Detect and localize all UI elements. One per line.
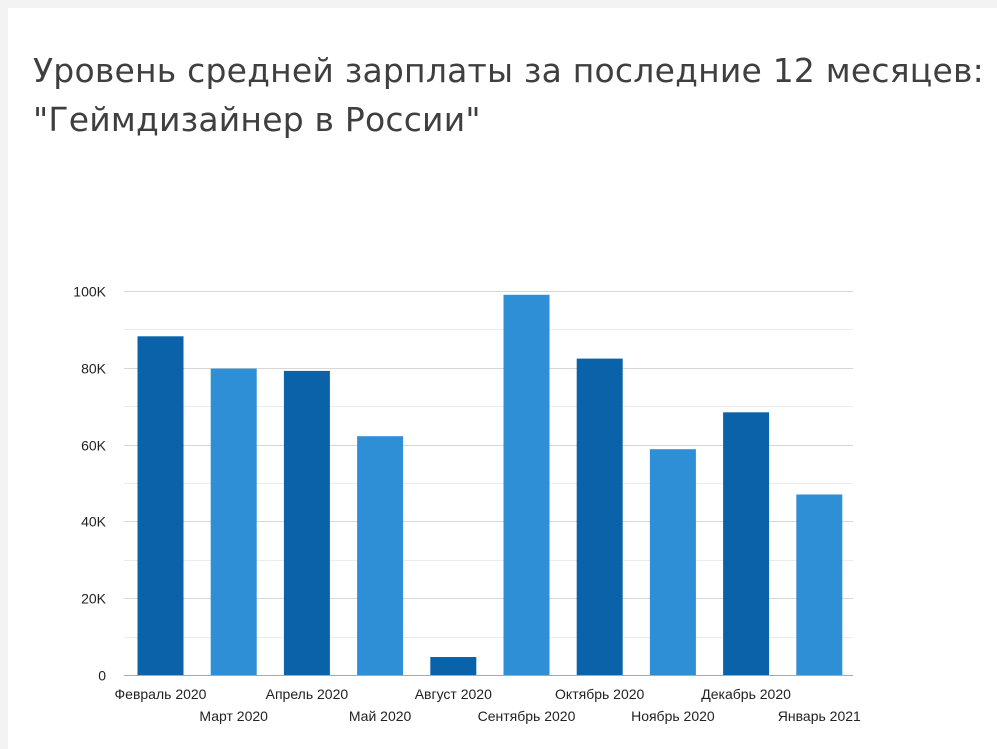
y-tick-label: 100K xyxy=(73,284,106,300)
bar xyxy=(503,294,550,675)
bar xyxy=(283,370,330,675)
y-tick-label: 0 xyxy=(98,668,106,684)
x-tick-label: Апрель 2020 xyxy=(266,686,349,702)
y-tick-label: 80K xyxy=(81,361,107,377)
x-tick-label: Март 2020 xyxy=(199,708,268,724)
bar xyxy=(576,358,623,675)
bar xyxy=(430,657,477,675)
x-tick-label: Май 2020 xyxy=(349,708,412,724)
x-tick-label: Февраль 2020 xyxy=(115,686,207,702)
chart-title-line-2: "Геймдизайнер в России" xyxy=(33,100,481,139)
bar xyxy=(796,494,843,675)
chart-title: Уровень средней зарплаты за последние 12… xyxy=(33,46,984,144)
bar xyxy=(137,336,184,675)
y-tick-label: 40K xyxy=(81,514,107,530)
x-tick-label: Сентябрь 2020 xyxy=(478,708,576,724)
x-tick-label: Август 2020 xyxy=(415,686,492,702)
y-tick-label: 60K xyxy=(81,438,107,454)
bar xyxy=(357,436,404,675)
x-tick-label: Ноябрь 2020 xyxy=(631,708,715,724)
bar xyxy=(649,449,696,675)
y-tick-label: 20K xyxy=(81,591,107,607)
x-tick-label: Декабрь 2020 xyxy=(701,686,791,702)
bar xyxy=(210,368,257,675)
x-tick-label: Октябрь 2020 xyxy=(555,686,645,702)
bar xyxy=(723,412,770,675)
chart-title-line-1: Уровень средней зарплаты за последние 12… xyxy=(33,51,984,90)
x-tick-label: Январь 2021 xyxy=(778,708,861,724)
